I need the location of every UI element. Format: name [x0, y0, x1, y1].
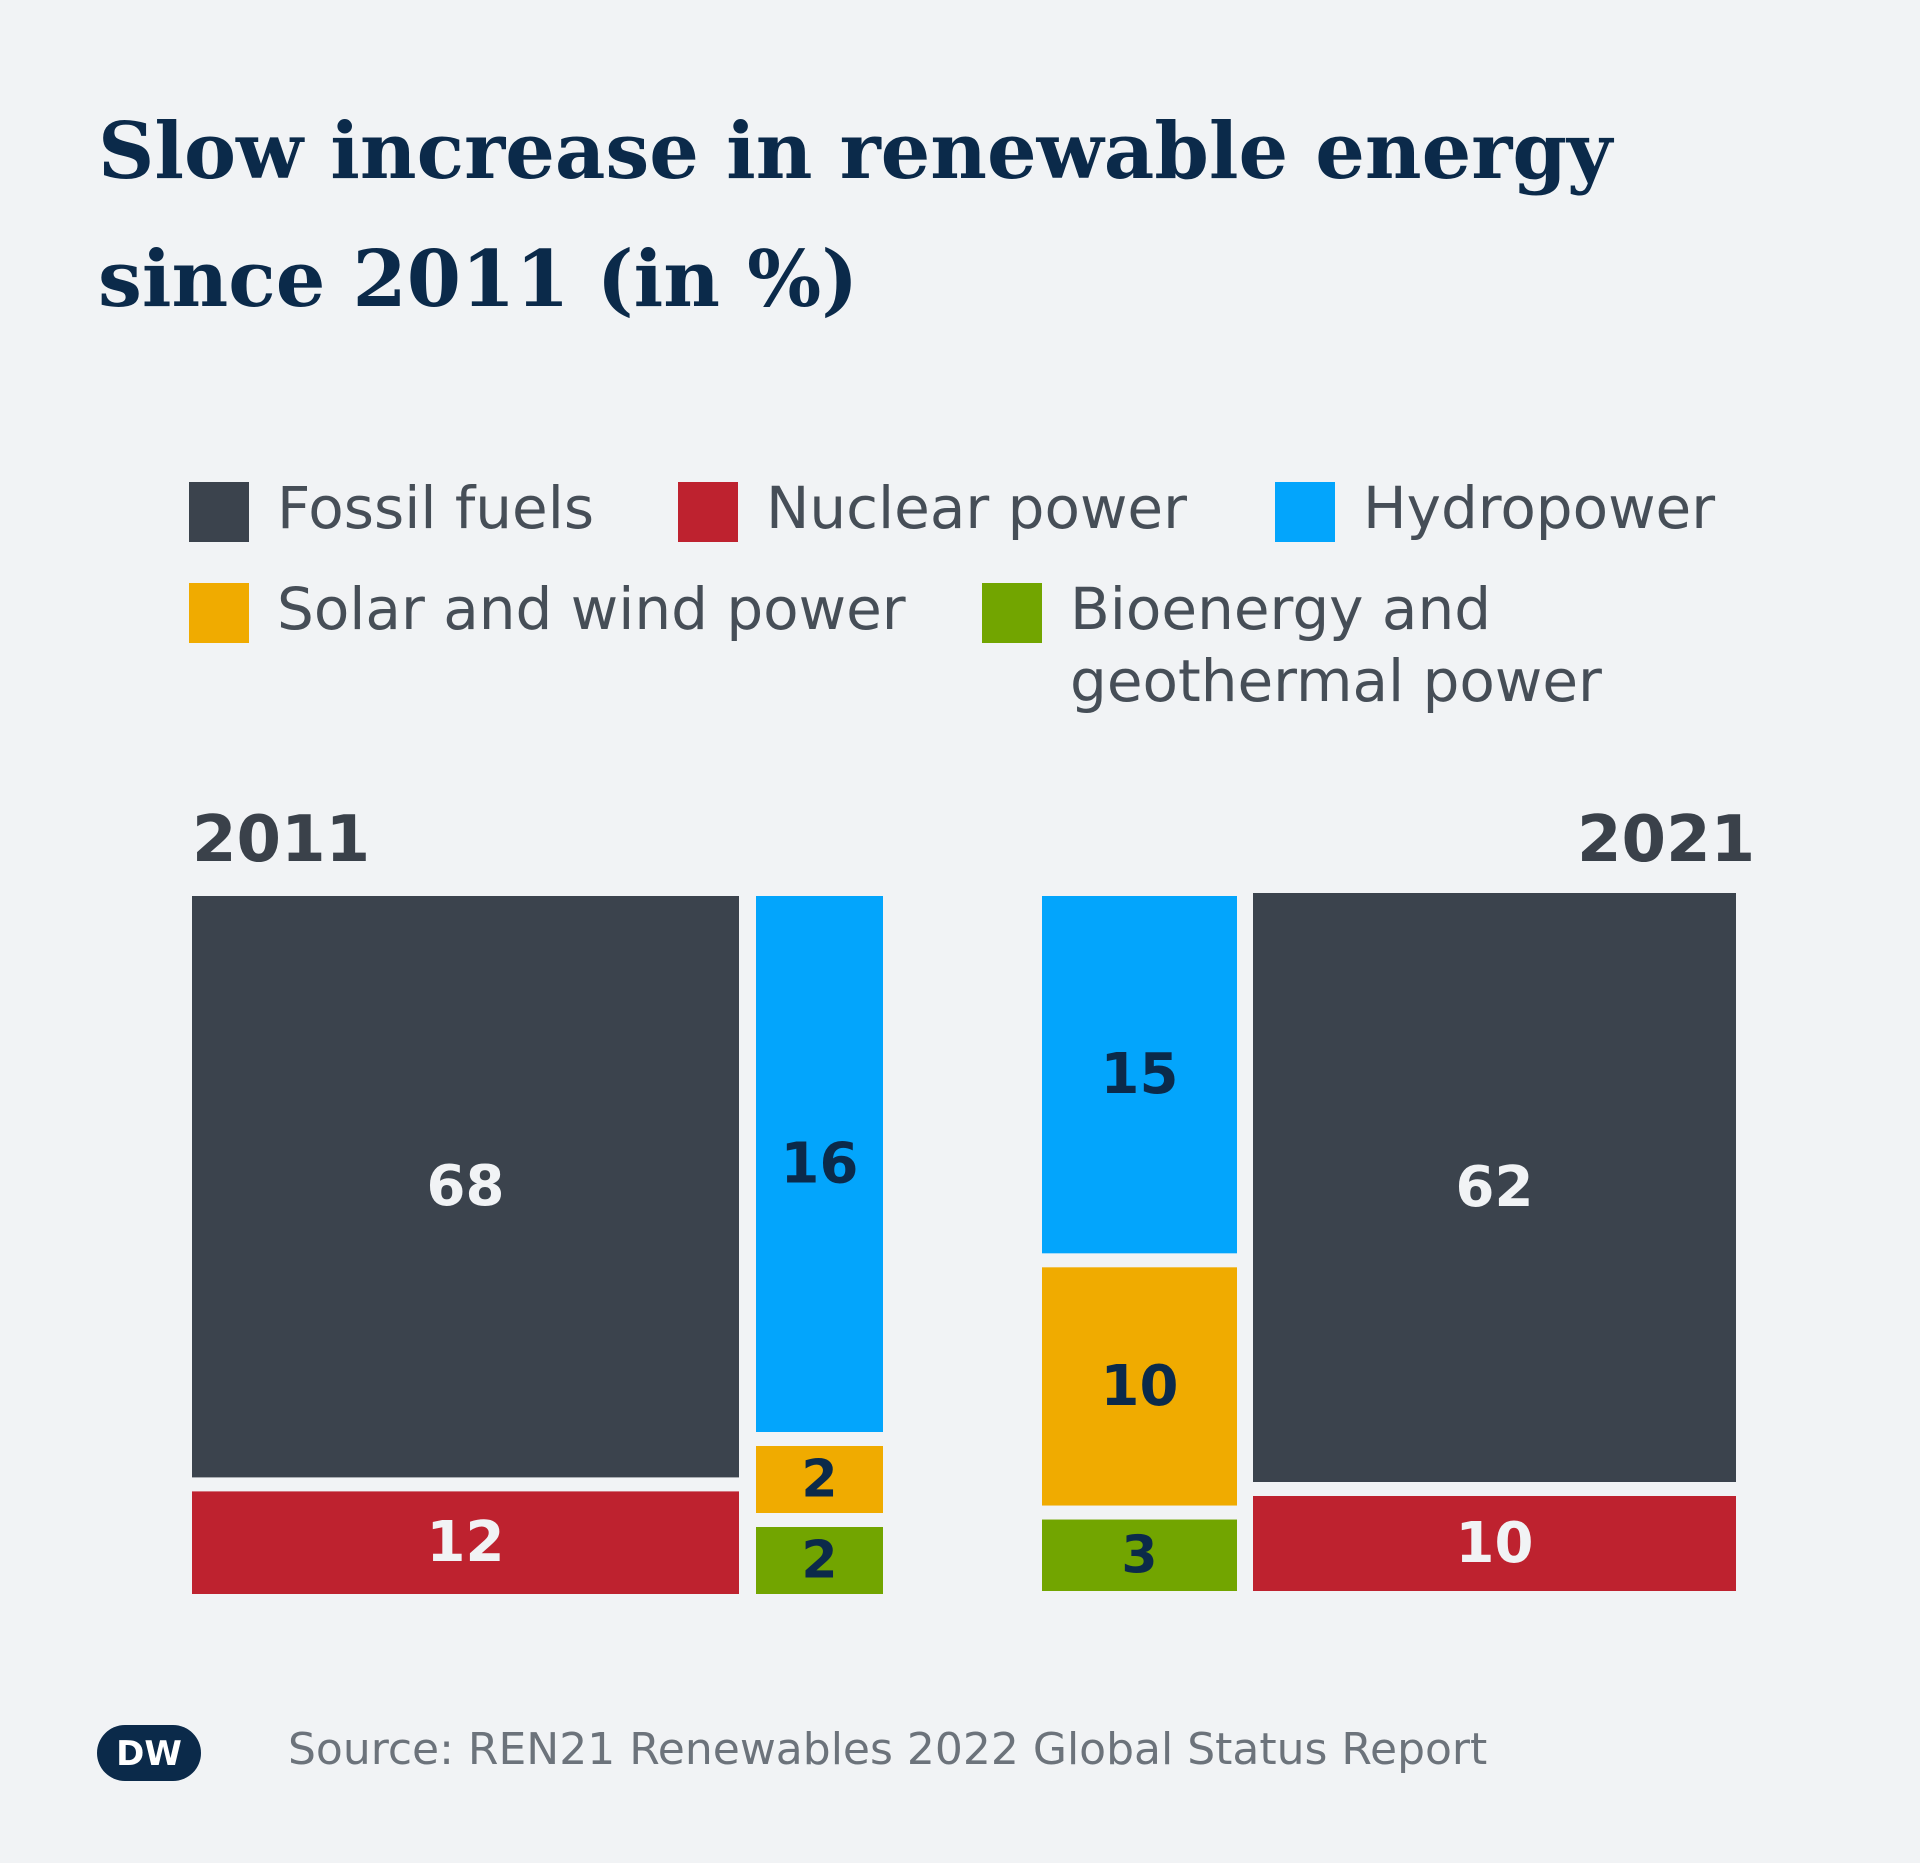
legend-label-fossil-fuels: Fossil fuels [277, 474, 595, 542]
year-label-2011: 2011 [192, 803, 371, 877]
legend-swatch-nuclear-power [678, 482, 738, 542]
tile-value-2011-solar-and-wind-power: 2 [801, 1450, 837, 1510]
tile-value-2021-hydropower: 15 [1101, 1042, 1179, 1107]
tile-value-2021-nuclear-power: 10 [1456, 1511, 1534, 1576]
tile-2021-hydropower [1042, 896, 1237, 1254]
year-label-2021: 2021 [1577, 803, 1756, 877]
tile-value-2011-fossil-fuels: 68 [427, 1154, 505, 1219]
tile-2011-hydropower [756, 896, 883, 1432]
chart-title: Slow increase in renewable energy since … [98, 88, 1798, 344]
tile-2011-solar-and-wind-power [756, 1446, 883, 1513]
chart-title-line-2: since 2011 (in %) [98, 234, 859, 325]
tile-2011-nuclear-power [192, 1491, 739, 1594]
legend-label-bioenergy-and-geothermal: Bioenergy and geothermal power [1070, 575, 1602, 715]
tile-2021-solar-and-wind-power [1042, 1267, 1237, 1506]
tile-2011-bioenergy-and-geothermal-power [756, 1527, 883, 1594]
legend-swatch-bioenergy-and-geothermal [982, 583, 1042, 643]
tile-value-2011-bioenergy-and-geothermal-power: 2 [801, 1531, 837, 1591]
legend-label-nuclear-power: Nuclear power [766, 474, 1187, 542]
legend-swatch-solar-and-wind [189, 583, 249, 643]
tile-2021-nuclear-power [1253, 1496, 1736, 1591]
source-note: Source: REN21 Renewables 2022 Global Sta… [288, 1724, 1488, 1775]
tile-value-2011-hydropower: 16 [781, 1132, 859, 1197]
tile-2021-bioenergy-and-geothermal-power [1042, 1519, 1237, 1591]
dw-logo-icon: DW [97, 1725, 201, 1781]
legend-label-hydropower: Hydropower [1363, 474, 1716, 542]
tile-value-2021-bioenergy-and-geothermal-power: 3 [1121, 1525, 1157, 1585]
tile-value-2021-fossil-fuels: 62 [1456, 1155, 1534, 1220]
chart-title-line-1: Slow increase in renewable energy [98, 106, 1613, 197]
tile-2021-fossil-fuels [1253, 893, 1736, 1482]
tile-value-2021-solar-and-wind-power: 10 [1101, 1354, 1179, 1419]
tile-value-2011-nuclear-power: 12 [427, 1510, 505, 1575]
tile-2011-fossil-fuels [192, 896, 739, 1478]
dw-logo-text: DW [116, 1734, 182, 1774]
legend-swatch-fossil-fuels [189, 482, 249, 542]
legend-label-solar-and-wind: Solar and wind power [277, 575, 906, 643]
legend-swatch-hydropower [1275, 482, 1335, 542]
